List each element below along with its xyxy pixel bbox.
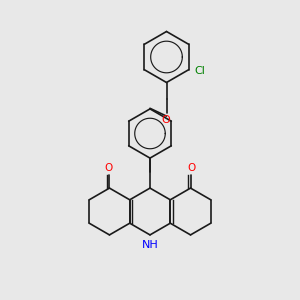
Text: NH: NH [142,240,158,250]
Text: Cl: Cl [194,66,205,76]
Text: O: O [187,163,195,173]
Text: O: O [105,163,113,173]
Text: O: O [161,115,170,125]
